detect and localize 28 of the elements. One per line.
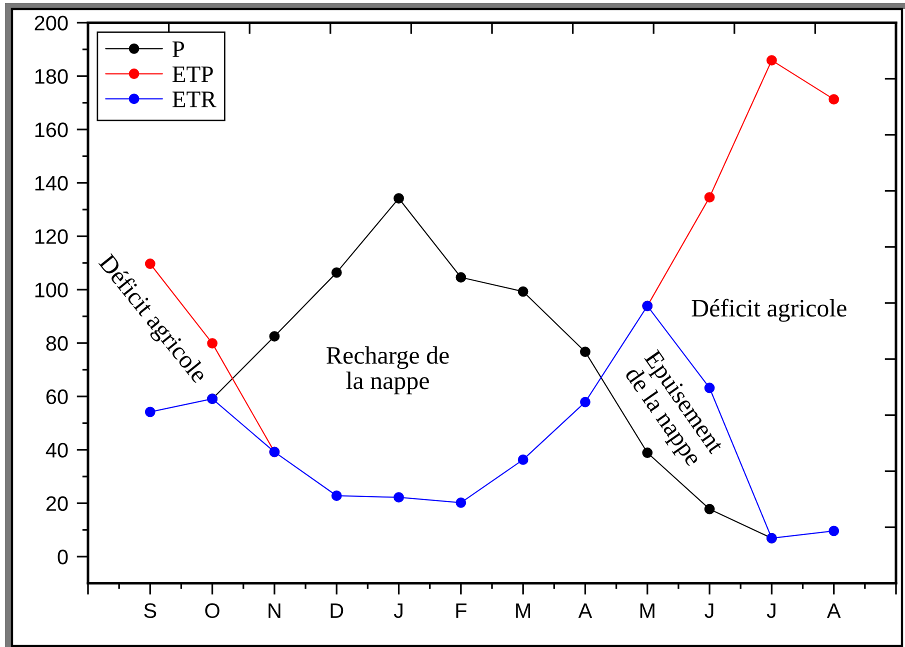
y-tick-label: 200 xyxy=(34,16,68,30)
y-tick-label: 140 xyxy=(35,176,68,191)
annotation: Déficit agricole xyxy=(692,298,846,322)
x-tick-label: A xyxy=(578,604,592,618)
x-tick-label: J xyxy=(394,604,402,618)
x-tick-label: J xyxy=(766,604,776,618)
x-tick-label: M xyxy=(640,604,654,618)
x-tick-label: M xyxy=(516,604,530,618)
x-tick-label: J xyxy=(704,604,714,618)
x-tick-label: A xyxy=(826,604,841,618)
x-tick-label: D xyxy=(330,604,344,618)
y-tick-label: 180 xyxy=(35,69,68,84)
x-tick-label: N xyxy=(268,604,280,618)
y-tick-label: 80 xyxy=(46,336,68,351)
annotation: Recharge de la nappe xyxy=(326,346,449,394)
y-tick-label: 20 xyxy=(46,496,68,511)
y-tick-label: 120 xyxy=(35,229,68,244)
y-tick-label: 160 xyxy=(35,122,68,138)
x-tick-label: S xyxy=(144,603,156,618)
y-tick-label: 40 xyxy=(46,442,68,458)
y-tick-label: 60 xyxy=(46,389,68,404)
legend-label: ETP xyxy=(172,66,213,82)
legend-label: P xyxy=(172,41,184,57)
legend-label: ETR xyxy=(172,92,216,108)
y-tick-label: 0 xyxy=(58,550,68,564)
x-tick-label: O xyxy=(205,603,220,618)
x-tick-label: F xyxy=(456,604,466,618)
y-tick-label: 100 xyxy=(35,282,68,298)
